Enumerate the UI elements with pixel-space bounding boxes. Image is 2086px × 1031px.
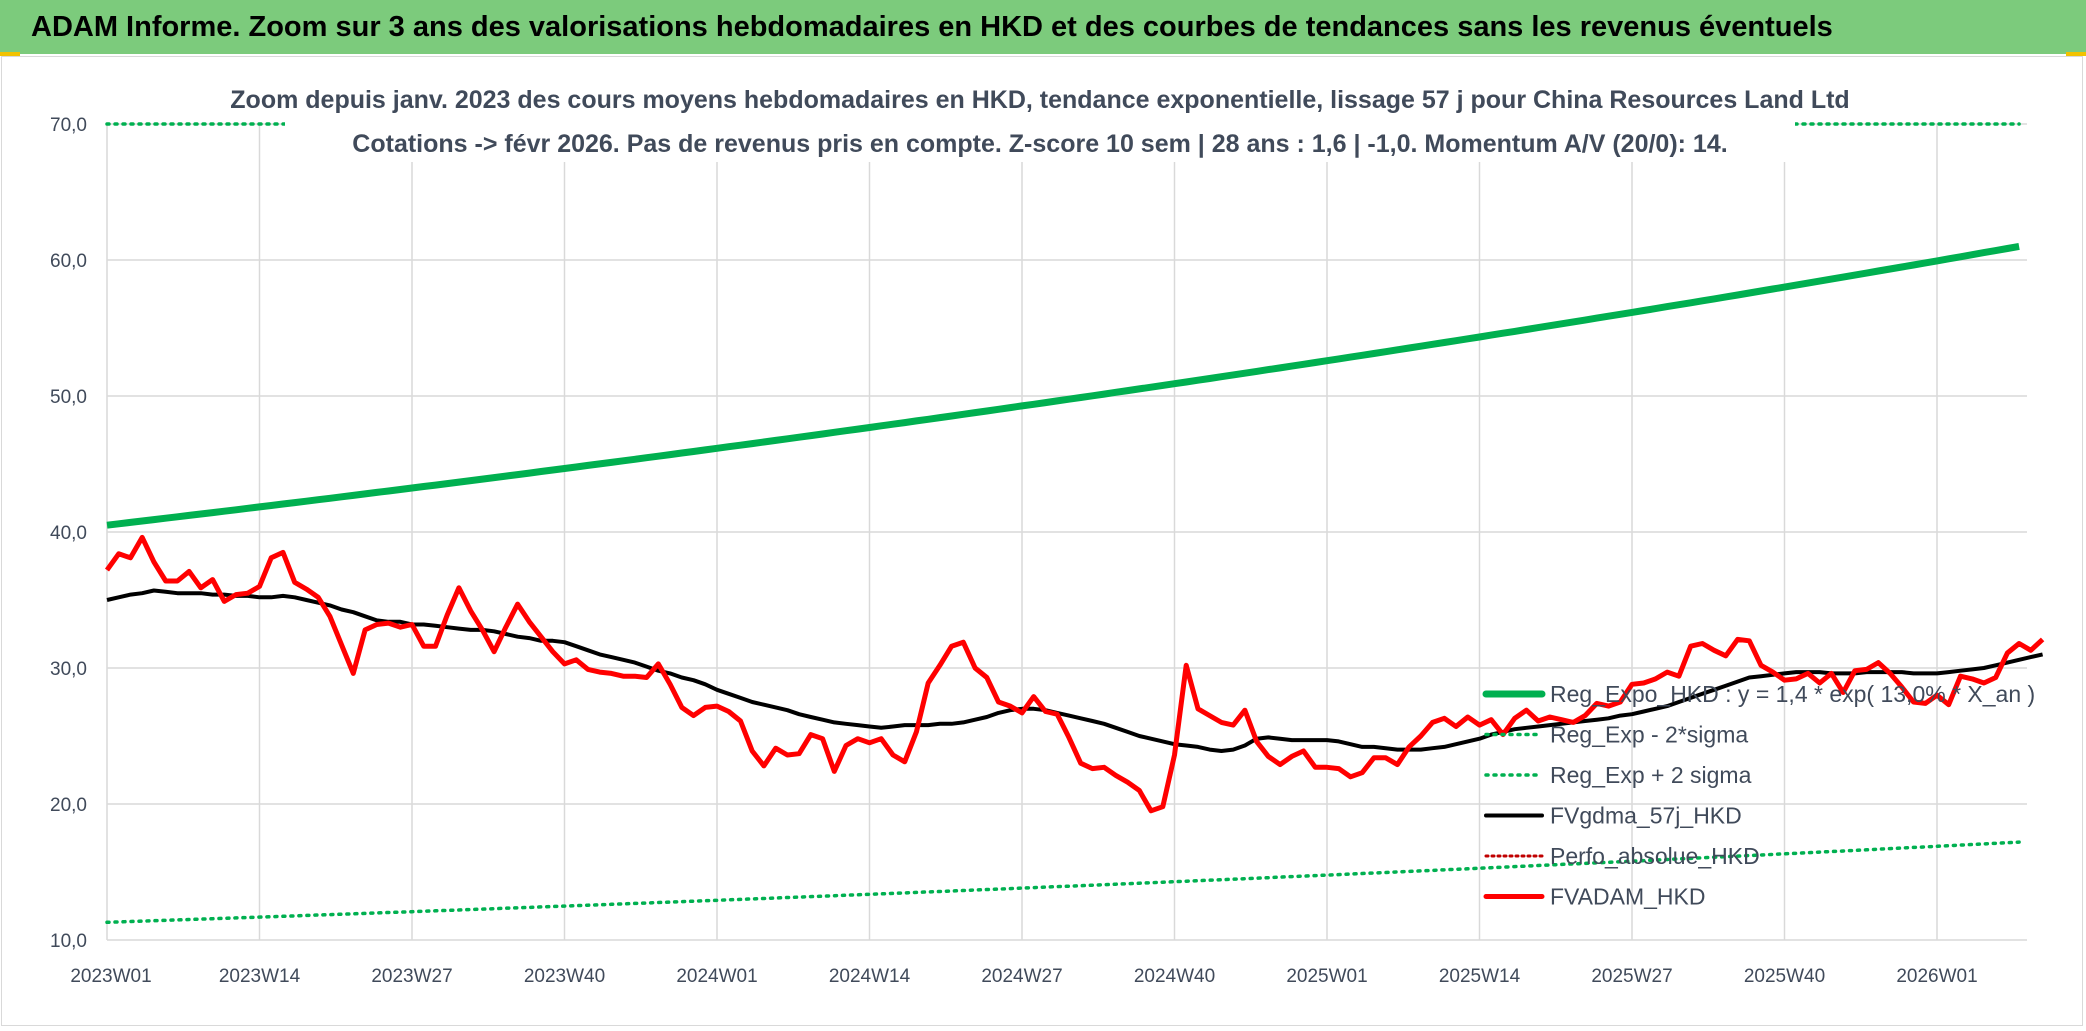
y-tick-label: 40,0 — [50, 523, 87, 544]
y-tick-label: 20,0 — [50, 795, 87, 816]
banner-accent-left — [0, 52, 20, 56]
chart-frame — [1, 56, 2083, 1026]
x-tick-label: 2025W01 — [1286, 966, 1367, 987]
x-tick-label: 2023W14 — [219, 966, 301, 987]
series-reg-exp-minus-2sigma — [105, 840, 2021, 925]
legend-label: FVADAM_HKD — [1550, 884, 1706, 910]
x-tick-label: 2025W27 — [1591, 966, 1672, 987]
y-tick-label: 50,0 — [50, 387, 87, 408]
x-tick-label: 2023W40 — [524, 966, 605, 987]
x-tick-label: 2024W01 — [676, 966, 757, 987]
axis-labels: 10,0 20,0 30,0 40,0 50,0 60,0 70,0 2023W01 2023W… — [50, 115, 1978, 987]
y-tick-label: 10,0 — [50, 931, 87, 952]
y-tick-label: 70,0 — [50, 115, 87, 136]
legend-label: Reg_Exp + 2 sigma — [1550, 762, 1752, 788]
subtitle-background — [285, 80, 1795, 162]
chart-legend: Reg_Expo_HKD : y = 1,4 * exp( 13,0% * X_… — [1482, 681, 2035, 910]
x-tick-label: 2025W40 — [1744, 966, 1825, 987]
series-reg-expo-hkd — [106, 242, 2020, 529]
legend-label: FVgdma_57j_HKD — [1550, 803, 1742, 829]
chart-subtitle-line2: Cotations -> févr 2026. Pas de revenus p… — [352, 130, 1727, 158]
series-lines — [104, 122, 2045, 925]
x-tick-label: 2025W14 — [1439, 966, 1521, 987]
legend-label: Reg_Exp - 2*sigma — [1550, 722, 1748, 748]
series-fvgdma-57j-hkd — [106, 588, 2044, 753]
y-tick-label: 60,0 — [50, 251, 87, 272]
x-tick-label: 2024W27 — [981, 966, 1062, 987]
page-title: ADAM Informe. Zoom sur 3 ans des valoris… — [31, 11, 1833, 43]
x-tick-label: 2026W01 — [1896, 966, 1977, 987]
chart-subtitle-line1: Zoom depuis janv. 2023 des cours moyens … — [230, 86, 1849, 114]
x-tick-label: 2024W14 — [829, 966, 911, 987]
x-tick-label: 2024W40 — [1134, 966, 1215, 987]
series-fvadam-hkd — [104, 534, 2045, 814]
legend-label: Reg_Expo_HKD : y = 1,4 * exp( 13,0% * X_… — [1550, 681, 2035, 707]
x-tick-label: 2023W27 — [371, 966, 452, 987]
page-title-banner: ADAM Informe. Zoom sur 3 ans des valoris… — [0, 0, 2086, 54]
y-tick-label: 30,0 — [50, 659, 87, 680]
x-tick-label: 2023W01 — [70, 966, 151, 987]
banner-accent-right — [2066, 52, 2086, 56]
legend-label: Perfo_absolue_HKD — [1550, 843, 1760, 869]
